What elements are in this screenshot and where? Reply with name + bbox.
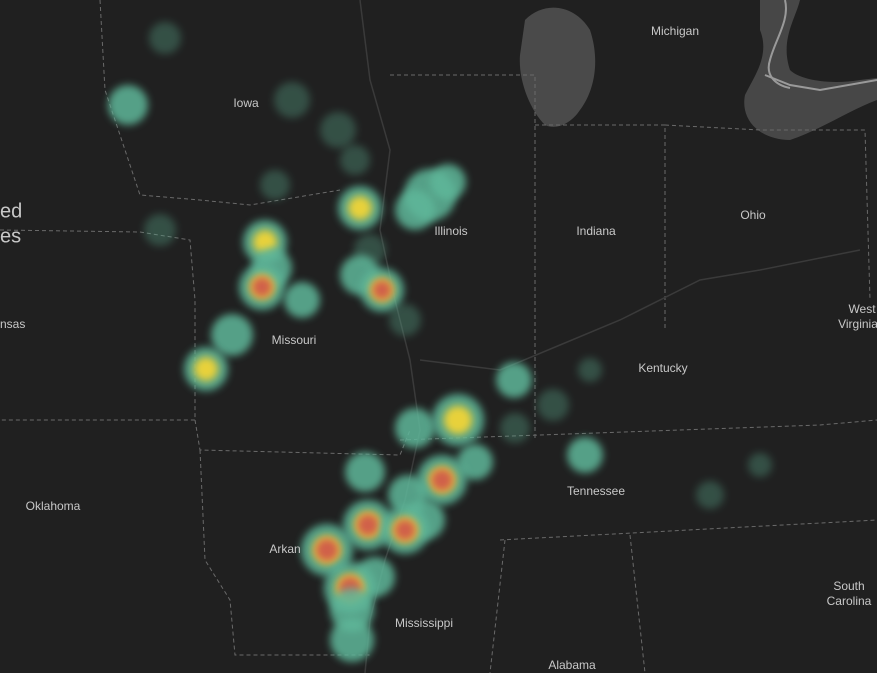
state-label: Ohio: [740, 208, 766, 222]
heat-hot: [430, 468, 454, 492]
heat-hot: [394, 519, 416, 541]
state-label: Alabama: [548, 658, 596, 672]
heat-halo: [320, 112, 356, 148]
heat-core: [443, 405, 473, 435]
heat-halo: [260, 170, 290, 200]
state-label: Illinois: [434, 224, 467, 238]
heat-halo: [578, 358, 602, 382]
heat-hot: [315, 538, 339, 562]
heatmap: [108, 22, 772, 662]
heat-core: [193, 356, 219, 382]
state-label: South: [833, 579, 864, 593]
heat-hot: [251, 276, 273, 298]
water: [519, 0, 877, 140]
state-label: nsas: [0, 317, 25, 331]
labels: Michigan Iowa ed es Illinois Indiana Ohio nsas M…: [0, 24, 877, 672]
state-label: Tennessee: [567, 484, 625, 498]
state-label: es: [0, 225, 21, 247]
heat-halo: [537, 389, 569, 421]
heat-halo: [457, 444, 493, 480]
heat-halo: [149, 22, 181, 54]
heat-halo: [696, 481, 724, 509]
state-label: Arkan: [269, 542, 300, 556]
state-label: Carolina: [827, 594, 872, 608]
heat-halo: [211, 314, 253, 356]
state-label: Oklahoma: [26, 499, 81, 513]
heat-halo: [340, 145, 370, 175]
state-label: Mississippi: [395, 616, 453, 630]
heat-halo: [108, 85, 148, 125]
heat-core: [347, 195, 373, 221]
heat-halo: [144, 214, 176, 246]
state-label: Kentucky: [638, 361, 687, 375]
heat-hot: [356, 513, 380, 537]
state-label: Indiana: [576, 224, 616, 238]
state-label: West: [848, 302, 876, 316]
heat-halo: [748, 453, 772, 477]
heat-halo: [274, 82, 310, 118]
state-label: Iowa: [233, 96, 259, 110]
heat-halo: [395, 190, 435, 230]
heat-halo: [496, 362, 532, 398]
state-label: Michigan: [651, 24, 699, 38]
heat-hot: [372, 280, 392, 300]
state-label: Missouri: [272, 333, 317, 347]
heat-halo: [389, 304, 421, 336]
heat-halo: [430, 164, 466, 200]
heat-halo: [567, 437, 603, 473]
state-label: Virginia: [838, 317, 877, 331]
heat-halo: [500, 413, 530, 443]
heat-halo: [395, 408, 435, 448]
heat-halo: [330, 618, 374, 662]
heat-halo: [284, 282, 320, 318]
state-label: ed: [0, 200, 22, 222]
heat-halo: [345, 452, 385, 492]
